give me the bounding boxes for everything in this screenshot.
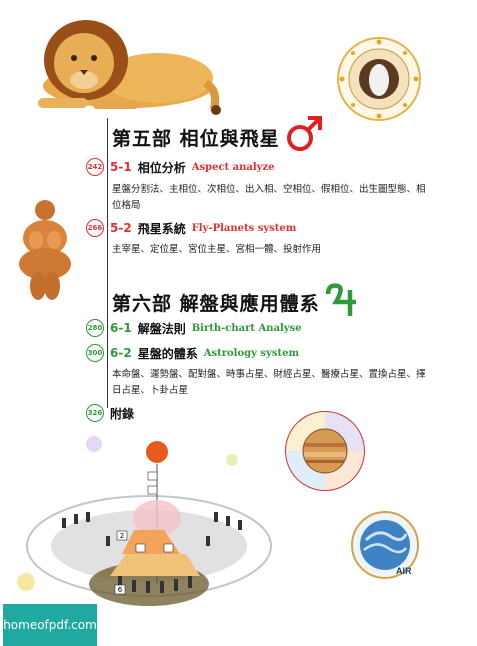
page-badge: 280	[86, 319, 104, 337]
section-title-en: Birth-chart Analyse	[191, 322, 302, 334]
pyramid-number: 2	[120, 532, 124, 540]
section-title-en: Fly-Planets system	[191, 222, 297, 234]
page-badge: 300	[86, 344, 104, 362]
part6-title: 第六部 解盤與應用體系	[112, 293, 320, 315]
section-title-en: Aspect analyze	[191, 161, 275, 173]
mars-icon	[287, 116, 322, 151]
section-number: 6-2	[110, 346, 132, 360]
section-number: 5-2	[110, 221, 132, 235]
lion-illustration	[38, 20, 221, 115]
section-number: 5-1	[110, 160, 132, 174]
section-5-2-desc: 主宰星、定位星、宮位主星、宮相一體、投射作用	[112, 244, 322, 255]
section-title: 附錄	[110, 406, 135, 421]
section-title: 解盤法則	[137, 321, 186, 336]
section-6-2[interactable]: 300 6-2 星盤的體系 Astrology system	[86, 343, 299, 363]
air-zodiac-wheel-illustration	[351, 511, 419, 579]
ritual-scene-illustration: 2 6	[17, 436, 272, 606]
section-appendix[interactable]: 326 附錄	[86, 403, 140, 423]
section-number: 6-1	[110, 321, 132, 335]
section-6-2-desc: 本命盤、運勢盤、配對盤、時事占星、財經占星、醫療占星、置換占星、擇日占星、卜卦占…	[112, 369, 426, 396]
page-badge: 242	[86, 158, 104, 176]
section-title: 飛星系統	[137, 221, 186, 236]
section-5-2[interactable]: 266 5-2 飛星系統 Fly-Planets system	[86, 218, 296, 238]
section-title: 星盤的體系	[137, 346, 198, 361]
venus-figurine-illustration	[19, 200, 71, 300]
watermark-badge: homeofpdf.com	[3, 604, 97, 646]
section-5-1[interactable]: 242 5-1 相位分析 Aspect analyze	[86, 157, 275, 177]
jupiter-icon	[325, 283, 356, 316]
section-5-1-desc: 星盤分割法、主相位、次相位、出入相、空相位、假相位、出生圖型態、相位格局	[112, 184, 426, 211]
page-badge: 326	[86, 404, 104, 422]
toc-vertical-rule	[107, 118, 108, 408]
jupiter-zodiac-wheel-illustration	[285, 411, 365, 491]
air-label: AIR	[396, 566, 412, 576]
section-title-en: Astrology system	[203, 347, 300, 359]
page-badge: 266	[86, 219, 104, 237]
section-title: 相位分析	[137, 160, 186, 175]
section-6-1[interactable]: 280 6-1 解盤法則 Birth-chart Analyse	[86, 318, 302, 338]
zodiac-wheel-top-illustration	[337, 37, 421, 121]
pyramid-number: 6	[118, 586, 123, 594]
part5-title: 第五部 相位與飛星	[112, 128, 280, 150]
